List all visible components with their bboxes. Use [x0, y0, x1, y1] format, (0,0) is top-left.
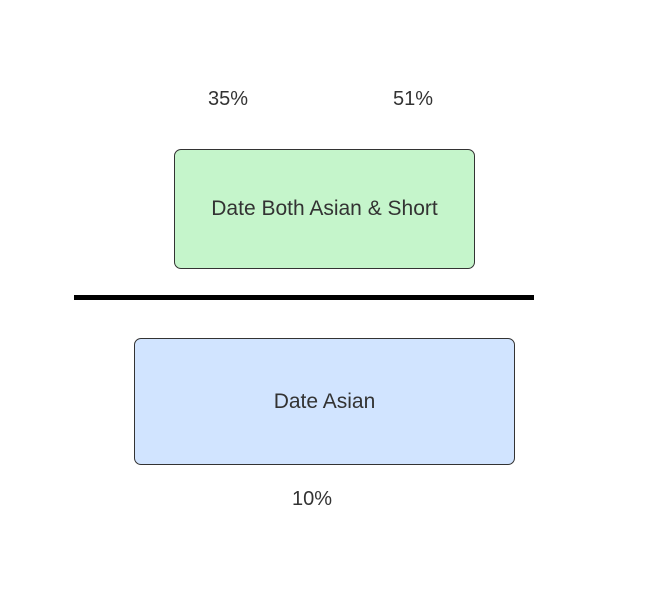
divider-line	[74, 295, 534, 300]
percentage-label-top-left: 35%	[207, 88, 249, 110]
percentage-label-top-right: 51%	[392, 88, 434, 110]
date-asian-box: Date Asian	[134, 338, 515, 465]
date-both-asian-short-label: Date Both Asian & Short	[211, 197, 438, 220]
date-both-asian-short-box: Date Both Asian & Short	[174, 149, 475, 269]
percentage-label-bottom: 10%	[291, 488, 333, 510]
date-asian-label: Date Asian	[273, 389, 376, 413]
